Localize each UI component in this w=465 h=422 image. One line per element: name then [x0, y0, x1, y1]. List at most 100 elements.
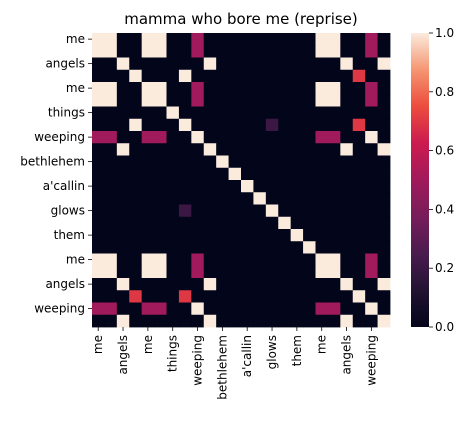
heatmap-cell: [253, 167, 267, 181]
heatmap-cell: [303, 192, 316, 205]
heatmap-cell: [290, 265, 304, 279]
heatmap-cell: [290, 180, 304, 193]
heatmap-cell: [290, 290, 304, 303]
heatmap-cell: [290, 241, 304, 254]
heatmap-cell: [116, 265, 130, 279]
heatmap-cell: [141, 57, 155, 71]
heatmap-cell: [352, 69, 366, 83]
heatmap-cell: [216, 265, 229, 279]
heatmap-cell: [278, 204, 292, 218]
heatmap-cell: [265, 82, 279, 95]
heatmap-cell: [92, 94, 105, 107]
heatmap-cell: [116, 69, 130, 83]
heatmap-cell: [377, 180, 391, 193]
heatmap-cell: [191, 302, 205, 316]
heatmap-cell: [303, 131, 316, 144]
heatmap-cell: [203, 192, 217, 205]
heatmap-cell: [129, 216, 143, 230]
heatmap-cell: [216, 253, 229, 267]
heatmap-cell: [377, 69, 391, 83]
heatmap-cell: [278, 192, 292, 205]
heatmap-cell: [278, 314, 292, 328]
heatmap-cell: [116, 253, 130, 267]
heatmap-cell: [92, 57, 105, 71]
heatmap-cell: [129, 155, 143, 169]
heatmap-cell: [278, 131, 292, 144]
heatmap-cell: [290, 302, 304, 316]
heatmap-cell: [228, 290, 242, 303]
heatmap-cell: [228, 204, 242, 218]
heatmap-cell: [216, 204, 229, 218]
heatmap-cell: [253, 229, 267, 242]
heatmap-cell: [340, 82, 354, 95]
heatmap-cell: [154, 45, 167, 58]
heatmap-cell: [315, 57, 329, 71]
heatmap-cell: [104, 69, 118, 83]
heatmap-cell: [327, 143, 341, 156]
heatmap-cell: [352, 229, 366, 242]
heatmap-cell: [352, 241, 366, 254]
heatmap-cell: [241, 57, 254, 71]
heatmap-cell: [278, 57, 292, 71]
heatmap-cell: [154, 204, 167, 218]
x-tick-label: things: [166, 335, 180, 372]
heatmap-cell: [216, 45, 229, 58]
y-tick-label: angels: [45, 57, 85, 71]
heatmap-cell: [104, 216, 118, 230]
heatmap-cell: [203, 143, 217, 156]
heatmap-cell: [303, 82, 316, 95]
heatmap-cell: [166, 94, 180, 107]
heatmap-cell: [365, 106, 378, 120]
heatmap-cell: [104, 278, 118, 291]
heatmap-cell: [141, 204, 155, 218]
heatmap-cell: [340, 290, 354, 303]
heatmap-cell: [278, 82, 292, 95]
heatmap-cell: [327, 253, 341, 267]
heatmap-cell: [365, 278, 378, 291]
heatmap-cell: [278, 302, 292, 316]
heatmap-cell: [303, 94, 316, 107]
heatmap-cell: [129, 69, 143, 83]
heatmap-cell: [191, 192, 205, 205]
x-tick-label: a'callin: [240, 335, 254, 377]
heatmap-cell: [241, 278, 254, 291]
heatmap-cell: [104, 45, 118, 58]
heatmap-cell: [203, 229, 217, 242]
heatmap-cell: [228, 265, 242, 279]
heatmap-cell: [241, 94, 254, 107]
heatmap-cell: [92, 314, 105, 328]
heatmap-cell: [290, 118, 304, 132]
heatmap-cell: [104, 192, 118, 205]
heatmap-cell: [203, 204, 217, 218]
heatmap-cell: [241, 155, 254, 169]
y-tick-label: me: [66, 32, 85, 46]
heatmap-cell: [129, 143, 143, 156]
y-tick-label: a'callin: [43, 179, 85, 193]
heatmap-cell: [166, 118, 180, 132]
heatmap-cell: [191, 265, 205, 279]
heatmap-cell: [377, 253, 391, 267]
heatmap-cell: [265, 180, 279, 193]
heatmap-cell: [166, 253, 180, 267]
heatmap-cell: [340, 45, 354, 58]
heatmap-cell: [241, 253, 254, 267]
heatmap-cell: [154, 131, 167, 144]
heatmap-cell: [129, 57, 143, 71]
heatmap-cell: [178, 143, 192, 156]
heatmap-cell: [365, 69, 378, 83]
heatmap-cell: [265, 253, 279, 267]
heatmap-cell: [228, 143, 242, 156]
x-tick-label: weeping: [364, 335, 378, 386]
heatmap-cell: [340, 94, 354, 107]
heatmap-cell: [154, 253, 167, 267]
heatmap-cell: [290, 167, 304, 181]
heatmap-cell: [216, 69, 229, 83]
heatmap-cell: [290, 143, 304, 156]
y-tick-label: glows: [51, 204, 85, 218]
heatmap-cell: [178, 82, 192, 95]
heatmap-cell: [290, 131, 304, 144]
heatmap-cell: [104, 265, 118, 279]
heatmap-cell: [377, 33, 391, 46]
heatmap-cell: [315, 106, 329, 120]
heatmap-cell: [365, 253, 378, 267]
